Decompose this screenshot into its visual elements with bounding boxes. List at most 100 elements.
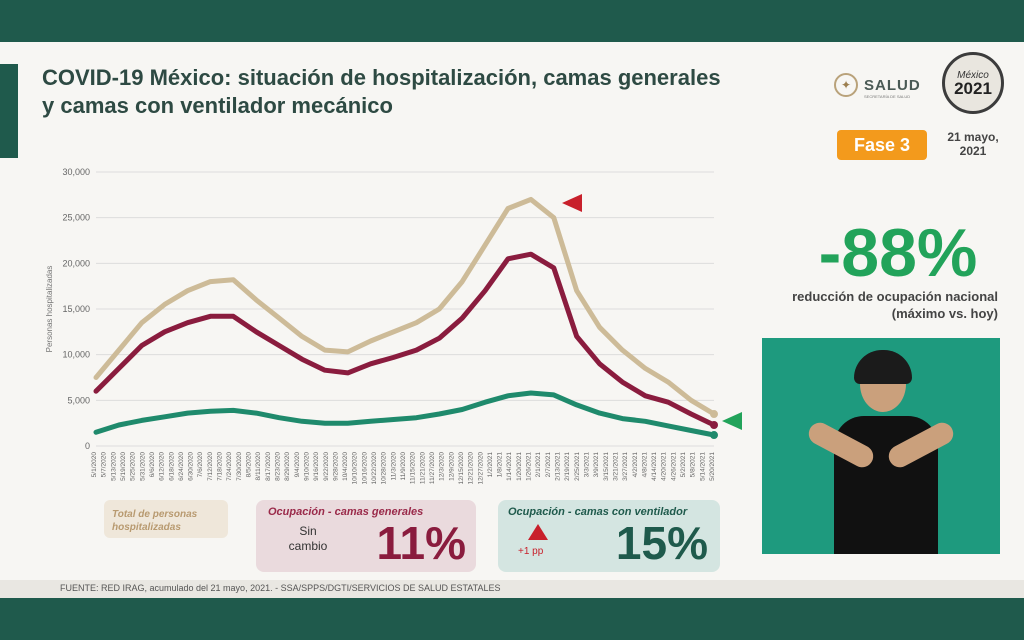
x-tick-label: 12/9/2020: [448, 452, 455, 481]
x-tick-label: 5/7/2020: [101, 452, 108, 478]
reduction-label: reducción de ocupación nacional (máximo …: [792, 289, 998, 321]
badge-text: México: [957, 69, 989, 81]
x-tick-label: 11/9/2020: [400, 452, 407, 481]
x-tick-label: 4/26/2021: [670, 452, 677, 481]
slide-title: COVID-19 México: situación de hospitaliz…: [42, 65, 721, 118]
peak-marker-icon: [562, 194, 582, 212]
x-tick-label: 5/1/2020: [91, 452, 98, 478]
x-tick-label: 4/20/2021: [661, 452, 668, 481]
x-tick-label: 1/8/2021: [497, 452, 504, 478]
interpreter-hair: [854, 350, 912, 384]
x-tick-label: 11/3/2020: [390, 452, 397, 481]
x-tick-label: 12/27/2020: [477, 452, 484, 485]
general-beds-change: Sin cambio: [288, 524, 328, 553]
x-tick-label: 8/17/2020: [265, 452, 272, 481]
x-tick-label: 6/30/2020: [188, 452, 195, 481]
eagle-seal-icon: ✦: [834, 73, 858, 97]
series-line-total: [93, 196, 717, 417]
mexico-2021-badge: México 2021: [942, 52, 1004, 114]
x-tick-label: 9/4/2020: [294, 452, 301, 478]
footer: FUENTE: RED IRAG, acumulado del 21 mayo,…: [0, 580, 1024, 598]
x-tick-label: 9/10/2020: [303, 452, 310, 481]
x-tick-label: 2/7/2021: [545, 452, 552, 478]
chart-svg: 0 5,000 10,000 15,000 20,000 25,000 30,000 Pers…: [45, 167, 718, 485]
x-tick-label: 11/27/2020: [429, 452, 436, 484]
x-tick-label: 12/21/2020: [468, 452, 475, 485]
ventilator-beds-box: Ocupación - camas con ventilador +1 pp 1…: [498, 500, 720, 572]
x-tick-label: 8/11/2020: [255, 452, 262, 481]
x-tick-label: 12/15/2020: [458, 452, 465, 485]
date-line-2: 2021: [959, 144, 987, 158]
x-tick-label: 8/29/2020: [284, 452, 291, 481]
x-tick-label: 11/21/2020: [419, 452, 426, 484]
salud-logo: ✦ SALUD SECRETARÍA DE SALUD: [834, 72, 934, 99]
x-tick-label: 5/14/2021: [699, 452, 706, 481]
x-tick-label: 7/24/2020: [226, 452, 233, 481]
x-tick-label: 3/9/2021: [593, 452, 600, 478]
slide: COVID-19 México: situación de hospitaliz…: [0, 42, 1024, 598]
badge-year: 2021: [954, 78, 992, 98]
ventilator-beds-value: 15%: [615, 517, 708, 569]
x-tick-label: 7/12/2020: [207, 452, 214, 481]
x-tick-label: 5/25/2020: [130, 452, 137, 481]
y-tick-label: 25,000: [62, 213, 90, 223]
series-line-total-endpoint: [710, 410, 718, 419]
x-tick-label: 1/26/2021: [526, 452, 533, 481]
x-tick-label: 4/8/2021: [641, 452, 648, 478]
y-tick-label: 15,000: [62, 304, 90, 314]
x-tick-label: 4/14/2021: [651, 452, 658, 481]
x-tick-label: 10/10/2020: [352, 452, 359, 485]
x-tick-label: 9/28/2020: [332, 452, 339, 481]
general-beds-box: Ocupación - camas generales Sin cambio 1…: [256, 500, 476, 572]
x-tick-label: 1/2/2021: [487, 452, 494, 478]
x-tick-label: 10/22/2020: [371, 452, 378, 485]
x-tick-label: 4/2/2021: [632, 452, 639, 478]
reduction-value: -88%: [818, 215, 978, 291]
current-marker-icon: [722, 412, 742, 430]
y-tick-label: 0: [85, 441, 90, 451]
x-tick-label: 7/6/2020: [197, 452, 204, 478]
accent-bar: [0, 64, 18, 158]
increase-arrow-icon: [528, 524, 548, 540]
x-tick-label: 5/20/2021: [709, 452, 716, 481]
x-tick-label: 3/15/2021: [603, 452, 610, 481]
x-tick-label: 11/15/2020: [410, 452, 417, 484]
x-tick-label: 5/19/2020: [120, 452, 127, 481]
x-tick-label: 5/2/2021: [680, 452, 687, 478]
ventilator-beds-title: Ocupación - camas con ventilador: [508, 506, 688, 518]
x-tick-label: 10/28/2020: [381, 452, 388, 485]
x-tick-label: 3/3/2021: [583, 452, 590, 478]
x-tick-label: 5/31/2020: [139, 452, 146, 481]
x-tick-label: 3/27/2021: [622, 452, 629, 481]
source-note: FUENTE: RED IRAG, acumulado del 21 mayo,…: [60, 583, 501, 593]
x-tick-label: 1/20/2021: [516, 452, 523, 481]
x-tick-label: 6/12/2020: [159, 452, 166, 481]
x-tick-label: 9/16/2020: [313, 452, 320, 481]
x-tick-label: 1/14/2021: [506, 452, 513, 481]
date-line-1: 21 mayo,: [947, 130, 999, 144]
series-line-ventilator-beds-endpoint: [710, 431, 718, 440]
x-tick-label: 2/25/2021: [574, 452, 581, 481]
y-axis-label: Personas hospitalizadas: [45, 266, 54, 353]
salud-logo-subtext: SECRETARÍA DE SALUD: [864, 94, 911, 99]
hospitalization-chart: 0 5,000 10,000 15,000 20,000 25,000 30,000 Pers…: [38, 164, 728, 504]
series-line-general-beds: [93, 251, 717, 428]
x-tick-label: 7/18/2020: [217, 452, 224, 481]
top-band: [0, 0, 1024, 42]
sign-language-interpreter: [762, 338, 1000, 554]
x-tick-label: 10/4/2020: [342, 452, 349, 481]
y-tick-label: 20,000: [62, 258, 90, 268]
x-tick-label: 2/1/2021: [535, 452, 542, 478]
report-date: 21 mayo, 2021: [944, 130, 1002, 158]
x-tick-label: 6/6/2020: [149, 452, 156, 478]
general-beds-value: 11%: [376, 517, 466, 569]
x-tick-label: 8/5/2020: [246, 452, 253, 478]
x-tick-label: 2/13/2021: [555, 452, 562, 481]
x-tick-label: 12/3/2020: [439, 452, 446, 481]
legend-total: Total de personas hospitalizadas: [104, 500, 228, 538]
bottom-band: [0, 598, 1024, 640]
y-tick-label: 30,000: [62, 167, 90, 177]
general-beds-title: Ocupación - camas generales: [268, 506, 424, 518]
salud-logo-text: SALUD: [864, 76, 921, 94]
x-tick-label: 5/8/2021: [690, 452, 697, 478]
